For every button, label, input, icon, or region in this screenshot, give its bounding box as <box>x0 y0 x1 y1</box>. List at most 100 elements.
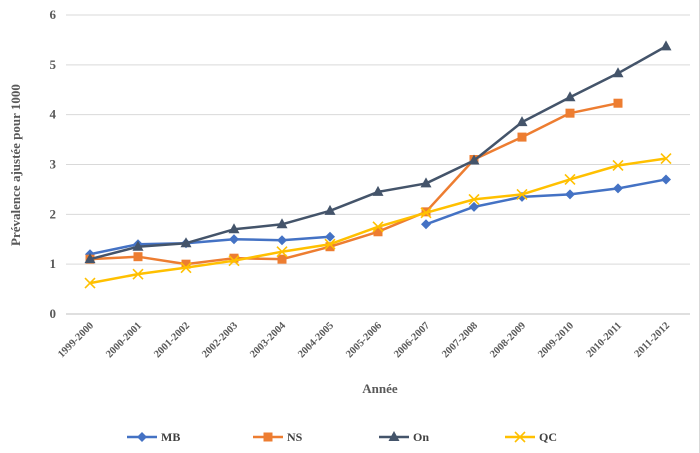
x-tick-label: 2004-2005 <box>296 320 336 360</box>
x-marker-stroke <box>180 262 192 274</box>
data-point-x <box>324 238 336 250</box>
x-marker-stroke <box>372 221 384 233</box>
data-point-x <box>180 262 192 274</box>
data-point-diamond <box>421 219 431 230</box>
data-point-triangle <box>276 218 288 229</box>
data-point-x <box>514 431 526 443</box>
y-tick-label: 1 <box>50 256 57 271</box>
data-point-diamond <box>229 234 239 245</box>
data-point-square <box>133 252 143 262</box>
data-point-triangle <box>516 116 528 127</box>
legend-label: On <box>413 430 429 444</box>
data-point-square <box>325 242 335 252</box>
x-marker-stroke <box>132 268 144 280</box>
x-axis-ticks: 1999-2000 2000-2001 2001-2002 2002-2003 2003… <box>56 320 672 360</box>
x-tick-label: 2009-2010 <box>536 320 576 360</box>
y-tick-label: 3 <box>50 157 57 172</box>
data-point-triangle <box>228 223 240 234</box>
data-point-x <box>660 152 672 165</box>
x-tick-label: 2002-2003 <box>200 320 240 360</box>
y-tick-label: 5 <box>50 57 57 72</box>
data-point-x <box>84 277 96 289</box>
x-marker-stroke <box>516 188 528 200</box>
x-tick-label: 2008-2009 <box>488 320 528 360</box>
data-point-x <box>372 221 384 233</box>
data-point-triangle <box>612 67 624 78</box>
data-point-triangle <box>660 40 672 51</box>
x-tick-label: 2005-2006 <box>344 320 384 360</box>
data-point-triangle <box>420 177 432 188</box>
data-point-x <box>612 159 624 172</box>
data-point-diamond <box>565 189 575 200</box>
legend-item-qc: QC <box>505 430 557 444</box>
x-marker-stroke <box>228 255 240 267</box>
x-tick-label: 2006-2007 <box>392 320 432 360</box>
x-axis-title: Année <box>362 381 398 396</box>
x-marker-stroke <box>276 246 288 258</box>
data-point-square <box>373 227 383 237</box>
data-point-triangle <box>372 185 384 196</box>
x-tick-label: 2001-2002 <box>152 320 192 360</box>
x-tick-label: 2003-2004 <box>248 320 288 360</box>
data-point-diamond <box>137 432 147 442</box>
legend: MB NS On QC <box>127 430 557 444</box>
series-line <box>89 101 619 266</box>
data-point-x <box>276 246 288 258</box>
data-point-triangle <box>180 237 192 248</box>
data-point-x <box>228 255 240 267</box>
data-point-x <box>564 173 576 186</box>
x-marker-stroke <box>612 159 624 172</box>
y-axis-ticks: 0 1 2 3 4 5 6 <box>50 7 57 321</box>
data-point-x <box>132 268 144 280</box>
series-group <box>84 40 672 289</box>
data-point-triangle <box>388 431 400 441</box>
legend-item-mb: MB <box>127 430 180 444</box>
data-point-square <box>565 108 575 118</box>
x-tick-label: 2007-2008 <box>440 320 480 360</box>
data-point-diamond <box>469 201 479 212</box>
data-point-square <box>229 253 239 263</box>
data-point-x <box>420 207 432 219</box>
legend-item-ns: NS <box>253 430 303 444</box>
x-marker-stroke <box>468 193 480 205</box>
x-tick-label: 2010-2011 <box>585 320 625 360</box>
x-marker-stroke <box>324 238 336 250</box>
y-tick-label: 0 <box>50 306 57 321</box>
data-point-x <box>468 193 480 205</box>
x-marker-stroke <box>420 207 432 219</box>
data-point-square <box>181 259 191 269</box>
legend-label: QC <box>539 430 557 444</box>
y-tick-label: 6 <box>50 7 57 22</box>
legend-item-on: On <box>379 430 429 444</box>
x-marker-stroke <box>564 173 576 186</box>
y-axis-title: Prévalence ajustée pour 1000 <box>8 84 23 246</box>
data-point-triangle <box>132 240 144 251</box>
data-point-square <box>263 432 273 442</box>
x-marker-stroke <box>84 277 96 289</box>
series-on <box>84 40 672 264</box>
data-point-square <box>517 132 527 142</box>
x-marker-stroke <box>514 431 526 443</box>
data-point-diamond <box>277 235 287 246</box>
data-point-triangle <box>84 253 96 264</box>
data-point-square <box>613 98 623 108</box>
y-tick-label: 4 <box>50 107 57 122</box>
series-line <box>425 178 667 226</box>
x-tick-label: 1999-2000 <box>56 320 96 360</box>
gridlines <box>66 14 690 315</box>
data-point-square <box>277 254 287 264</box>
y-tick-label: 2 <box>50 206 57 221</box>
data-point-triangle <box>564 91 576 102</box>
series-qc <box>84 152 672 289</box>
x-tick-label: 2011-2012 <box>633 320 673 360</box>
legend-label: NS <box>287 430 303 444</box>
data-point-triangle <box>468 154 480 165</box>
data-point-triangle <box>324 204 336 215</box>
data-point-diamond <box>325 231 335 242</box>
data-point-x <box>516 188 528 200</box>
series-line <box>89 235 331 256</box>
x-tick-label: 2000-2001 <box>104 320 144 360</box>
legend-label: MB <box>161 430 180 444</box>
x-marker-stroke <box>660 152 672 165</box>
